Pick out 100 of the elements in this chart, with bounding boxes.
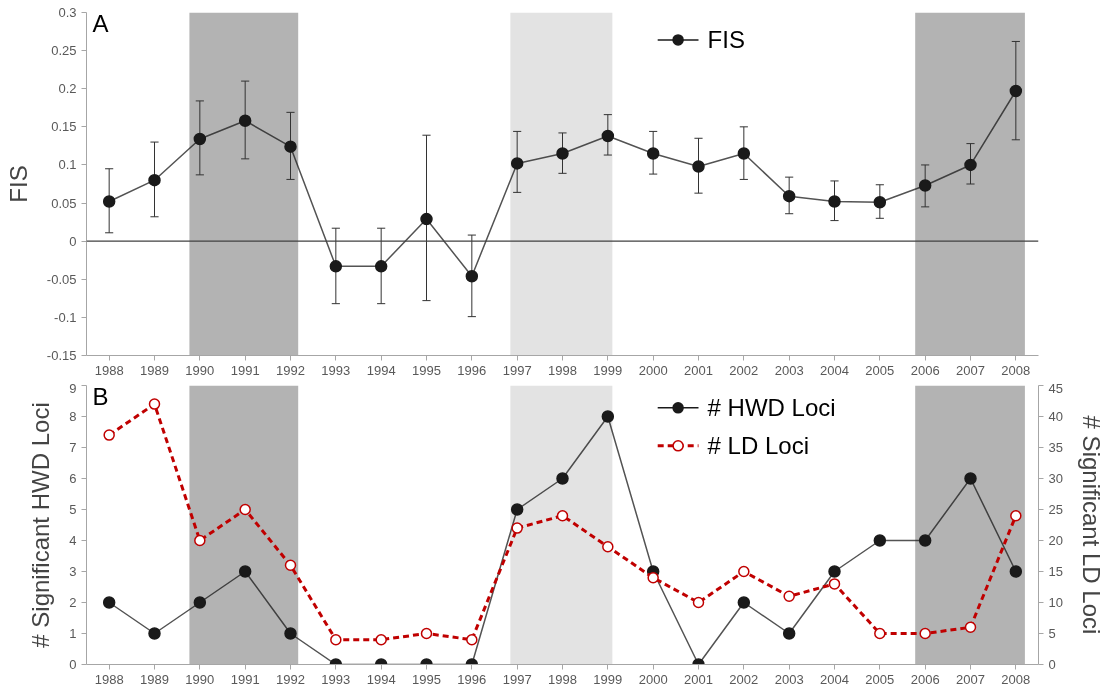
point: [466, 633, 478, 646]
point: [420, 627, 433, 640]
point: [782, 627, 796, 640]
legend-label: # HWD Loci: [707, 394, 836, 422]
y-axis-title: FIS: [4, 165, 32, 203]
point: [828, 578, 841, 590]
x-tick-label: 1990: [185, 362, 215, 378]
x-tick-label: 2004: [820, 362, 849, 378]
x-tick-label: 1997: [502, 671, 532, 687]
x-tick-label: 2008: [1001, 671, 1031, 687]
point: [919, 627, 931, 640]
y-tick-label: 0: [69, 233, 77, 249]
x-tick-label: 1993: [321, 671, 351, 687]
x-tick-label: 2004: [820, 671, 849, 687]
point: [1009, 84, 1023, 98]
x-tick-label: 2000: [638, 671, 668, 687]
y2-tick-label: 5: [1048, 626, 1056, 641]
y2-tick-label: 20: [1048, 533, 1063, 548]
point: [873, 534, 887, 547]
x-tick-label: 1989: [140, 671, 169, 687]
point: [692, 596, 705, 609]
x-tick-label: 1992: [276, 362, 305, 378]
point: [193, 132, 207, 146]
x-tick-label: 1991: [230, 671, 260, 687]
x-tick-label: 1989: [140, 362, 169, 378]
point: [238, 114, 252, 127]
point: [193, 596, 207, 609]
x-tick-label: 1990: [185, 671, 215, 687]
x-tick-label: 2008: [1001, 362, 1031, 378]
y-tick-label: 0.25: [51, 43, 77, 59]
x-tick-label: 1996: [457, 671, 487, 687]
legend-label: # LD Loci: [707, 432, 809, 460]
point: [284, 140, 297, 153]
point: [374, 260, 388, 273]
y-tick-label: -0.1: [54, 309, 77, 325]
point: [148, 627, 161, 640]
x-tick-label: 2003: [774, 671, 804, 687]
annotation: B: [92, 382, 109, 410]
y2-tick-label: 40: [1048, 409, 1063, 424]
point: [102, 596, 116, 609]
point: [692, 160, 705, 173]
x-tick-label: 1993: [321, 362, 351, 378]
x-tick-label: 2005: [865, 671, 895, 687]
point: [330, 633, 342, 646]
x-tick-label: 2002: [729, 671, 759, 687]
y2-tick-label: 45: [1048, 380, 1063, 396]
x-tick-label: 1994: [366, 362, 396, 378]
point: [737, 596, 751, 609]
x-tick-label: 2001: [684, 671, 713, 687]
point: [375, 633, 387, 646]
y-tick-label: 4: [69, 533, 77, 548]
point: [420, 212, 433, 226]
y-tick-label: 5: [69, 502, 77, 517]
point: [510, 157, 524, 170]
y-tick-label: 7: [69, 440, 77, 455]
point: [782, 189, 796, 203]
x-tick-label: 1991: [230, 362, 260, 378]
y2-axis-title: # Significant LD Loci: [1077, 415, 1105, 635]
y-tick-label: 1: [69, 626, 77, 641]
point: [646, 147, 660, 160]
point: [103, 429, 115, 441]
point: [964, 472, 977, 485]
point: [556, 147, 569, 160]
x-tick-label: 2002: [729, 362, 759, 378]
point: [148, 398, 161, 410]
x-tick-label: 1988: [94, 671, 124, 687]
point: [918, 534, 932, 547]
x-tick-label: 2007: [956, 362, 985, 378]
x-tick-label: 2006: [910, 362, 940, 378]
x-tick-label: 1996: [457, 362, 487, 378]
point: [284, 559, 297, 572]
legend-label: FIS: [707, 26, 745, 54]
y-tick-label: 0.3: [58, 5, 77, 20]
x-tick-label: 1998: [548, 362, 577, 378]
x-tick-label: 1999: [593, 362, 623, 378]
x-tick-label: 1997: [502, 362, 532, 378]
point: [329, 260, 343, 273]
y-tick-label: 6: [69, 471, 77, 486]
point: [556, 509, 569, 522]
x-tick-label: 1994: [366, 671, 396, 687]
point: [284, 627, 297, 640]
x-tick-label: 1995: [412, 362, 441, 378]
x-tick-label: 2007: [956, 671, 985, 687]
point: [964, 621, 977, 634]
point: [647, 571, 659, 584]
point: [874, 627, 886, 640]
point: [601, 129, 615, 143]
annotation: A: [92, 9, 109, 37]
y2-tick-label: 15: [1048, 564, 1063, 579]
y2-tick-label: 10: [1048, 595, 1063, 610]
y2-tick-label: 30: [1048, 471, 1063, 486]
x-tick-label: 2000: [638, 362, 668, 378]
x-tick-label: 1999: [593, 671, 623, 687]
y-tick-label: 8: [69, 409, 77, 424]
point: [601, 410, 615, 423]
point: [873, 196, 887, 209]
x-tick-label: 2005: [865, 362, 895, 378]
x-tick-label: 1992: [276, 671, 305, 687]
y-tick-label: 3: [69, 564, 77, 579]
point: [510, 503, 524, 516]
